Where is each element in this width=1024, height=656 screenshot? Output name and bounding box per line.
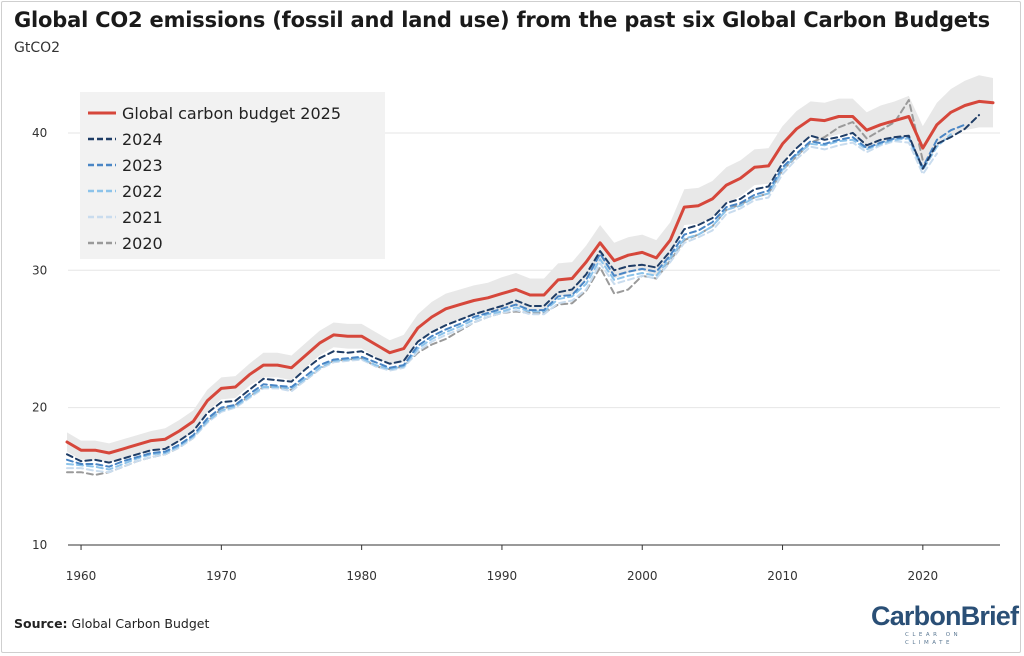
y-tick-label: 10 xyxy=(32,538,47,552)
y-tick-label: 20 xyxy=(32,401,47,415)
series-line-gcb2023 xyxy=(66,123,966,468)
legend-label-gcb2022: 2022 xyxy=(122,182,163,201)
y-tick-label: 30 xyxy=(32,263,47,277)
y-tick-label: 40 xyxy=(32,126,47,140)
legend-label-gcb2020: 2020 xyxy=(122,234,163,253)
chart-title: Global CO2 emissions (fossil and land us… xyxy=(14,8,990,32)
chart-subtitle: GtCO2 xyxy=(14,40,61,56)
uncertainty-band-layer xyxy=(67,75,993,463)
x-tick-label: 1960 xyxy=(66,569,97,583)
brand-name: CarbonBrief xyxy=(871,601,1019,631)
legend-label-gcb2025: Global carbon budget 2025 xyxy=(122,104,341,123)
uncertainty-band xyxy=(67,75,993,463)
x-tick-label: 1980 xyxy=(346,569,377,583)
legend-label-gcb2024: 2024 xyxy=(122,130,163,149)
legend-label-gcb2021: 2021 xyxy=(122,208,163,227)
source-label: Source: xyxy=(14,616,68,631)
x-tick-label: 1990 xyxy=(487,569,518,583)
brand-tagline: CLEAR ON CLIMATE xyxy=(905,632,962,646)
legend-label-gcb2023: 2023 xyxy=(122,156,163,175)
legend: Global carbon budget 2025 2024 2023 2022 202… xyxy=(80,92,385,259)
series-line-gcb2022 xyxy=(66,133,952,471)
x-tick-label: 2010 xyxy=(767,569,798,583)
x-tick-label: 2020 xyxy=(908,569,939,583)
x-tick-label: 2000 xyxy=(627,569,658,583)
source-text: Global Carbon Budget xyxy=(71,616,210,631)
legend-box xyxy=(80,92,385,259)
source-note: Source: Global Carbon Budget xyxy=(14,616,209,631)
series-line-gcb2024 xyxy=(66,114,980,464)
x-tick-label: 1970 xyxy=(206,569,237,583)
series-layer xyxy=(65,99,995,476)
carbonbrief-logo: CarbonBrief CLEAR ON CLIMATE xyxy=(871,601,1019,646)
series-line-gcb2025 xyxy=(65,99,995,455)
series-line-gcb2021 xyxy=(66,140,938,474)
axes: 10 20 30 40 1960 1970 1980 1990 2000 2010 2020 xyxy=(32,126,1000,583)
